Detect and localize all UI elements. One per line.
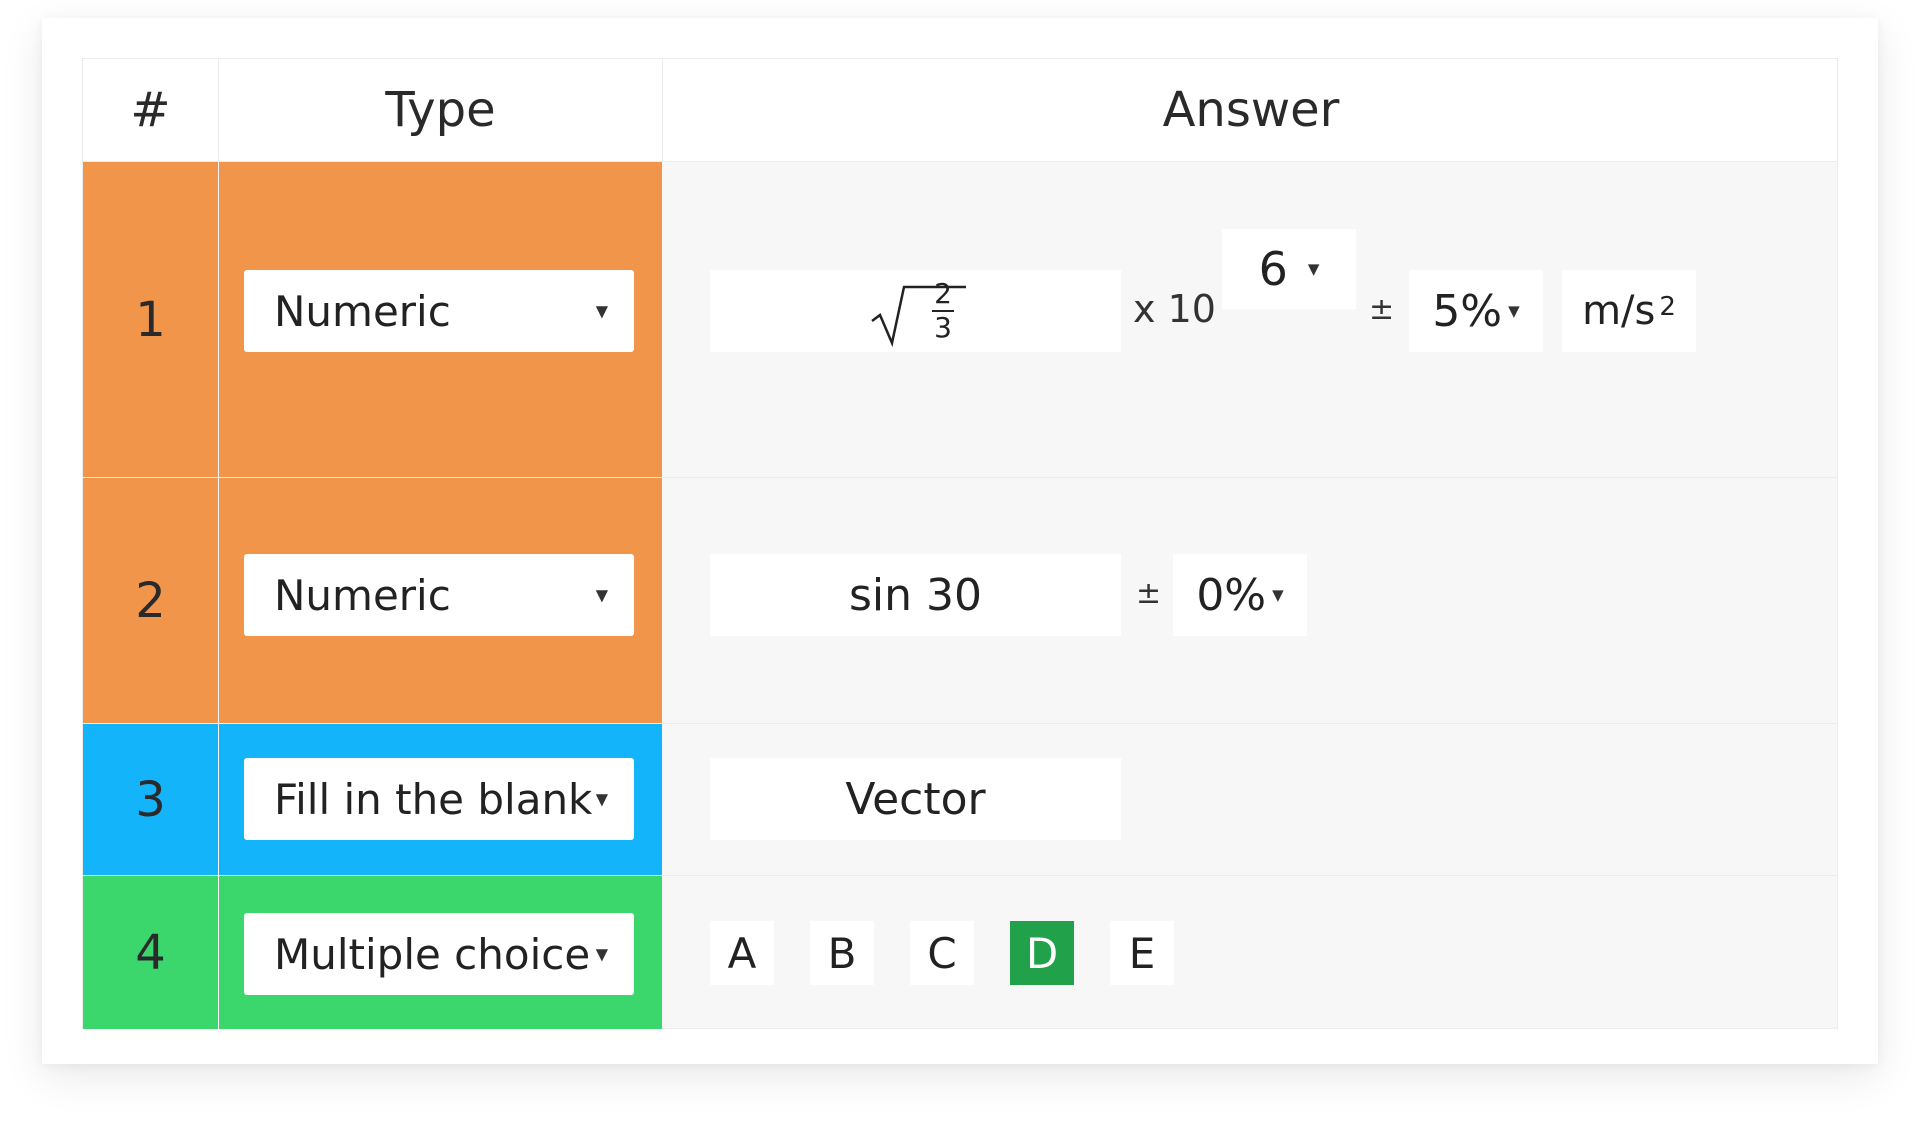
select-value: Multiple choice [274, 929, 591, 979]
tolerance-select[interactable]: 0% ▼ [1173, 554, 1307, 636]
choice-e-button[interactable]: E [1110, 921, 1174, 985]
select-value: Fill in the blank [274, 774, 593, 824]
question-type-select[interactable]: Fill in the blank ▼ [244, 758, 634, 840]
question-type-select[interactable]: Multiple choice ▼ [244, 913, 634, 995]
divider [662, 59, 663, 161]
column-header-type: Type [385, 82, 496, 138]
row-number: 3 [83, 724, 218, 875]
choice-a-button[interactable]: A [710, 921, 774, 985]
type-cell: Fill in the blank ▼ [219, 724, 662, 875]
dropdown-caret-icon: ▼ [1272, 586, 1284, 604]
choice-d-button[interactable]: D [1010, 921, 1074, 985]
tolerance-select[interactable]: 5% ▼ [1409, 270, 1543, 352]
exponent-select[interactable]: 6 ▼ [1222, 229, 1356, 309]
table-row: 2 Numeric ▼ sin 30 ± 0% ▼ [83, 478, 1837, 723]
row-number: 2 [83, 478, 218, 723]
select-value: Numeric [274, 570, 451, 620]
tolerance-value: 0% [1196, 569, 1267, 621]
unit-value: m/s [1582, 288, 1656, 334]
divider [218, 876, 219, 1029]
fraction-numerator: 2 [934, 277, 952, 310]
fraction-bar [932, 310, 954, 312]
table-row: 3 Fill in the blank ▼ Vector [83, 724, 1837, 875]
answer-table: # Type Answer 1 Numeric ▼ 2 3 x 10 [82, 58, 1838, 1029]
table-row: 4 Multiple choice ▼ A B C D E [83, 876, 1837, 1029]
dropdown-caret-icon: ▼ [595, 585, 608, 605]
unit-exponent: 2 [1659, 292, 1676, 322]
answer-expression-input[interactable]: sin 30 [710, 554, 1121, 636]
dropdown-caret-icon: ▼ [595, 301, 608, 321]
table-header: # Type Answer [83, 59, 1837, 162]
divider [83, 875, 1837, 876]
answer-expression-input[interactable]: 2 3 [710, 270, 1121, 352]
answer-expression-value: sin 30 [848, 569, 982, 621]
select-value: Numeric [274, 286, 451, 336]
row-number: 1 [83, 162, 218, 477]
fraction: 2 3 [928, 280, 958, 342]
unit-input[interactable]: m/s 2 [1562, 270, 1696, 352]
choice-b-button[interactable]: B [810, 921, 874, 985]
row-number: 4 [83, 876, 218, 1029]
dropdown-caret-icon: ▼ [1307, 260, 1320, 278]
answer-text-input[interactable]: Vector [710, 758, 1121, 840]
type-cell: Numeric ▼ [219, 478, 662, 723]
type-cell: Numeric ▼ [219, 162, 662, 477]
column-header-answer: Answer [1162, 82, 1340, 138]
choice-c-button[interactable]: C [910, 921, 974, 985]
tolerance-value: 5% [1432, 285, 1503, 337]
exponent-value: 6 [1258, 242, 1288, 296]
divider [83, 723, 1837, 724]
divider [83, 477, 1837, 478]
divider [218, 162, 219, 477]
column-header-number: # [130, 82, 171, 138]
dropdown-caret-icon: ▼ [1508, 302, 1520, 320]
divider [218, 59, 219, 161]
table-row: 1 Numeric ▼ 2 3 x 10 6 ▼ ± 5% ▼ [83, 162, 1837, 477]
type-cell: Multiple choice ▼ [219, 876, 662, 1029]
dropdown-caret-icon: ▼ [595, 789, 608, 809]
dropdown-caret-icon: ▼ [595, 944, 608, 964]
square-root-icon [870, 285, 966, 348]
plus-minus-label: ± [1369, 292, 1395, 327]
fraction-denominator: 3 [934, 311, 952, 344]
question-type-select[interactable]: Numeric ▼ [244, 270, 634, 352]
plus-minus-label: ± [1136, 576, 1162, 611]
question-type-select[interactable]: Numeric ▼ [244, 554, 634, 636]
times-ten-label: x 10 [1133, 287, 1216, 331]
answer-text-value: Vector [845, 773, 986, 825]
divider [218, 724, 219, 875]
divider [218, 478, 219, 723]
